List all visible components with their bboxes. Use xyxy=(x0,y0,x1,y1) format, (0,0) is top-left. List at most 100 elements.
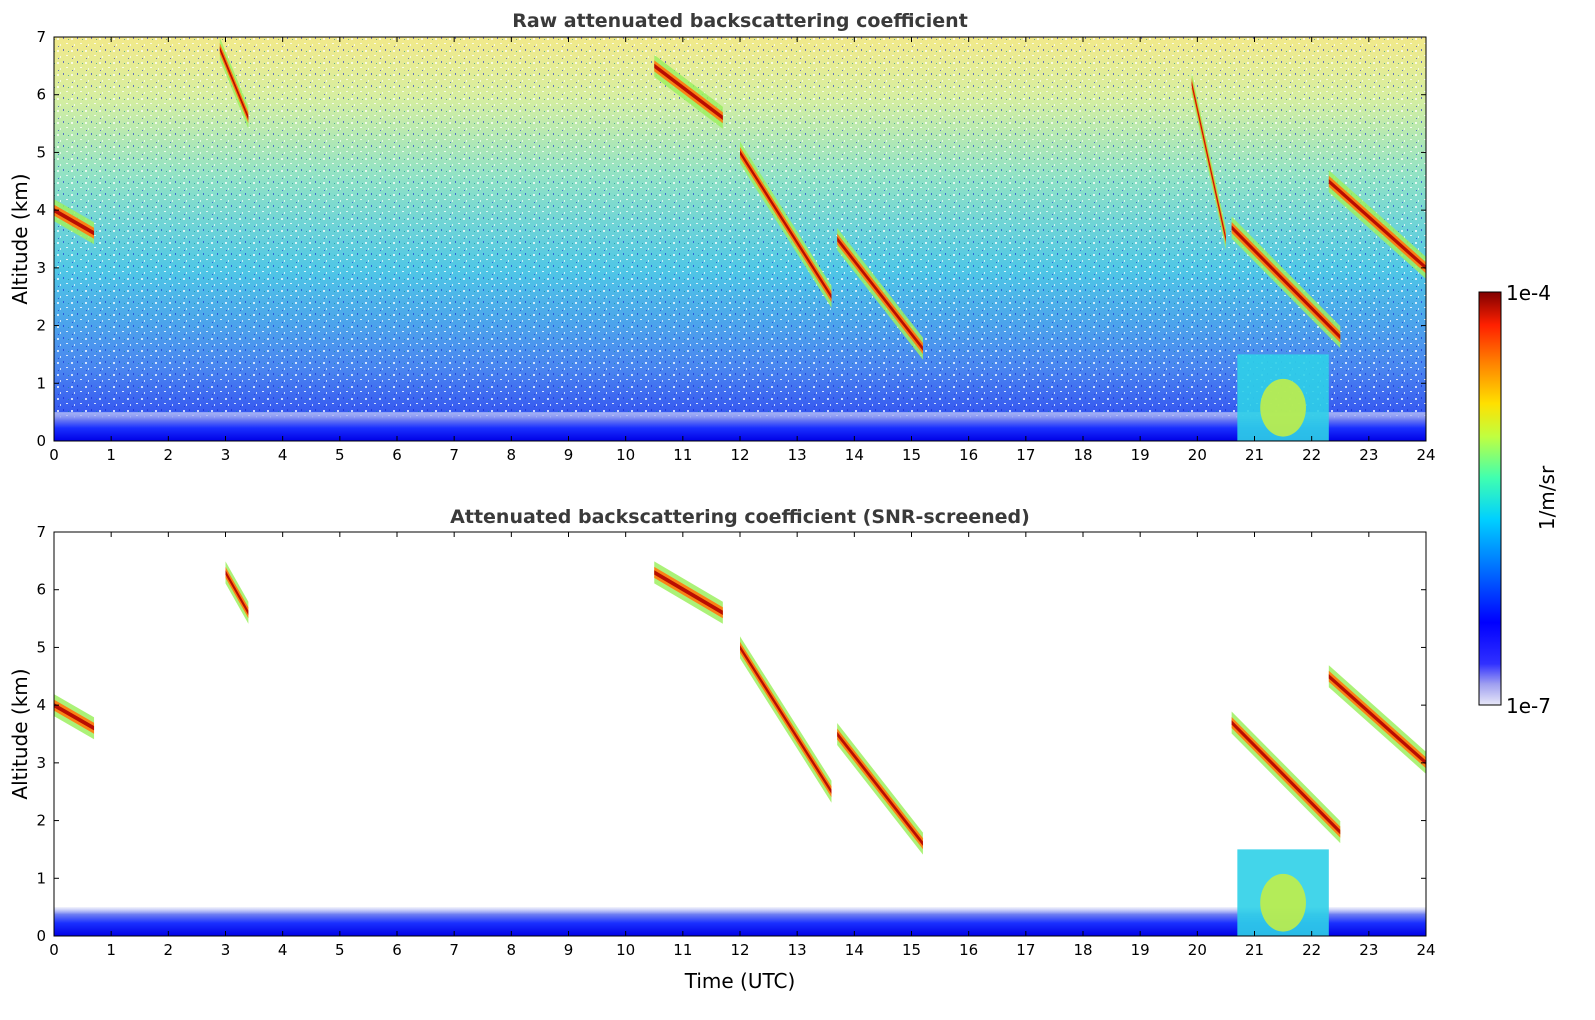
x-tick-label: 21 xyxy=(1245,941,1264,959)
raw-noise-speckle xyxy=(54,37,1426,441)
y-tick-label: 5 xyxy=(36,638,46,656)
x-tick-label: 16 xyxy=(959,446,978,464)
x-tick-label: 21 xyxy=(1245,446,1264,464)
colorbar-max-label: 1e-4 xyxy=(1506,281,1551,305)
y-tick-label: 6 xyxy=(36,86,46,104)
x-tick-label: 11 xyxy=(673,941,692,959)
x-tick-label: 7 xyxy=(449,941,459,959)
cloud-peak xyxy=(54,702,95,731)
x-tick-label: 19 xyxy=(1131,941,1150,959)
panel-raw: Raw attenuated backscattering coefficien… xyxy=(8,10,1436,464)
x-tick-label: 10 xyxy=(616,446,635,464)
x-tick-label: 14 xyxy=(845,446,864,464)
x-tick-label: 8 xyxy=(507,941,517,959)
colorbar-gradient xyxy=(1478,291,1502,706)
x-tick-label: 1 xyxy=(106,941,116,959)
y-tick-label: 1 xyxy=(36,869,46,887)
x-tick-label: 24 xyxy=(1416,941,1435,959)
x-tick-label: 17 xyxy=(1016,941,1035,959)
low-cloud-core xyxy=(1260,378,1306,437)
y-tick-label: 2 xyxy=(36,812,46,830)
panel-screened-title: Attenuated backscattering coefficient (S… xyxy=(450,506,1030,528)
colorbar-min-label: 1e-7 xyxy=(1506,694,1551,718)
x-tick-label: 19 xyxy=(1131,446,1150,464)
x-tick-label: 5 xyxy=(335,941,345,959)
panel-screened-axes: 0 1 2 3 4 5 6 7 8 9 10 11 12 13 14 15 16 17 18 19 20 21 22 23 24… xyxy=(36,523,1435,959)
y-tick-label: 1 xyxy=(36,374,46,392)
cloud-peak xyxy=(654,63,723,120)
colorbar: 1e-4 1e-7 1/m/sr xyxy=(1478,281,1559,718)
cloud-peak xyxy=(740,645,832,794)
y-tick-label: 3 xyxy=(36,754,46,772)
panel-raw-title: Raw attenuated backscattering coefficien… xyxy=(512,10,968,32)
x-tick-label: 24 xyxy=(1416,446,1435,464)
x-tick-label: 5 xyxy=(335,446,345,464)
cloud-peak xyxy=(225,570,249,615)
x-tick-label: 9 xyxy=(564,446,574,464)
y-tick-label: 4 xyxy=(36,696,46,714)
panel-screened-xlabel: Time (UTC) xyxy=(684,969,796,993)
cloud-peak xyxy=(219,46,249,120)
low-cloud-core xyxy=(1260,873,1306,932)
x-tick-label: 17 xyxy=(1016,446,1035,464)
x-tick-label: 11 xyxy=(673,446,692,464)
x-tick-label: 15 xyxy=(902,446,921,464)
y-tick-label: 0 xyxy=(36,927,46,945)
x-tick-label: 22 xyxy=(1302,941,1321,959)
cloud-peak xyxy=(1191,80,1226,242)
x-tick-label: 4 xyxy=(278,941,288,959)
x-tick-label: 3 xyxy=(221,446,231,464)
cloud-peak xyxy=(837,236,923,351)
screened-background xyxy=(54,532,1426,936)
panel-raw-plot-area xyxy=(54,37,1426,441)
x-tick-label: 9 xyxy=(564,941,574,959)
x-tick-label: 18 xyxy=(1073,446,1092,464)
x-tick-label: 1 xyxy=(106,446,116,464)
x-tick-label: 4 xyxy=(278,446,288,464)
x-tick-label: 12 xyxy=(730,941,749,959)
x-tick-label: 18 xyxy=(1073,941,1092,959)
x-tick-label: 15 xyxy=(902,941,921,959)
x-tick-label: 3 xyxy=(221,941,231,959)
cloud-peak xyxy=(1231,225,1341,340)
y-tick-label: 2 xyxy=(36,317,46,335)
y-tick-label: 5 xyxy=(36,143,46,161)
x-tick-label: 6 xyxy=(392,446,402,464)
y-tick-label: 0 xyxy=(36,432,46,450)
x-tick-label: 2 xyxy=(164,446,174,464)
x-tick-label: 12 xyxy=(730,446,749,464)
x-tick-label: 13 xyxy=(788,941,807,959)
x-tick-label: 10 xyxy=(616,941,635,959)
y-tick-label: 3 xyxy=(36,259,46,277)
cloud-peak xyxy=(1328,179,1426,271)
x-tick-label: 14 xyxy=(845,941,864,959)
x-tick-label: 8 xyxy=(507,446,517,464)
panel-raw-axes: 0 1 2 3 4 5 6 7 8 9 10 11 12 13 14 15 16 17 18 19 20 21 22 23 24… xyxy=(36,28,1435,464)
x-tick-label: 23 xyxy=(1359,446,1378,464)
panel-raw-ylabel: Altitude (km) xyxy=(8,173,32,304)
x-tick-label: 16 xyxy=(959,941,978,959)
y-tick-label: 7 xyxy=(36,523,46,541)
panel-screened-ylabel: Altitude (km) xyxy=(8,668,32,799)
x-tick-label: 22 xyxy=(1302,446,1321,464)
x-tick-label: 13 xyxy=(788,446,807,464)
cloud-peak xyxy=(54,207,95,236)
cloud-peak xyxy=(1328,674,1426,766)
y-tick-label: 4 xyxy=(36,201,46,219)
x-tick-label: 20 xyxy=(1188,941,1207,959)
panel-screened: Attenuated backscattering coefficient (S… xyxy=(8,506,1436,993)
x-tick-label: 23 xyxy=(1359,941,1378,959)
y-tick-label: 6 xyxy=(36,581,46,599)
panel-screened-plot-area xyxy=(54,532,1426,936)
cloud-peak xyxy=(1231,720,1341,835)
x-tick-label: 7 xyxy=(449,446,459,464)
x-tick-label: 2 xyxy=(164,941,174,959)
x-tick-label: 0 xyxy=(49,446,59,464)
cloud-peak xyxy=(837,731,923,846)
cloud-peak xyxy=(740,150,832,299)
raw-cloud-layer xyxy=(54,37,1426,441)
cloud-peak xyxy=(654,570,723,615)
colorbar-label: 1/m/sr xyxy=(1535,465,1559,530)
x-tick-label: 6 xyxy=(392,941,402,959)
